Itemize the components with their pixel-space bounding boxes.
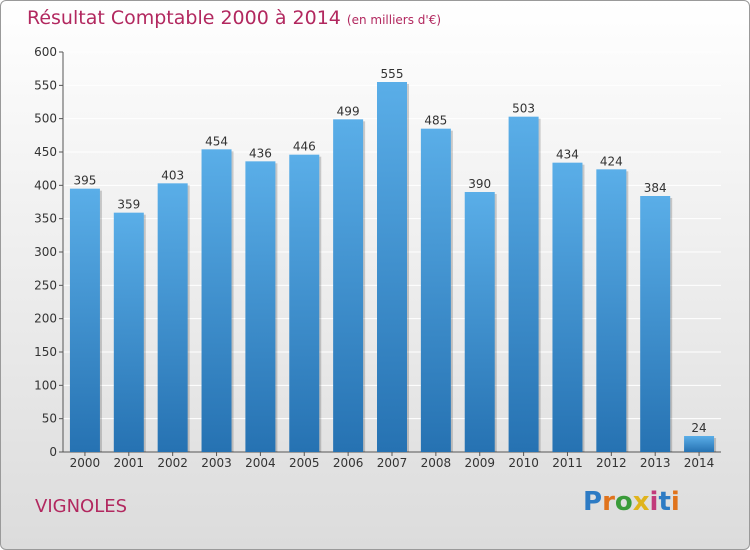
logo-letter: x	[632, 487, 650, 517]
chart-title: Résultat Comptable 2000 à 2014 (en millie…	[27, 7, 441, 29]
bar	[508, 116, 539, 453]
bar	[684, 436, 715, 452]
y-tick-label: 50	[42, 412, 57, 426]
bar	[596, 169, 627, 453]
x-tick-label: 2006	[333, 456, 364, 470]
x-tick-label: 2005	[289, 456, 320, 470]
bars	[69, 82, 717, 453]
x-tick-label: 2012	[596, 456, 627, 470]
value-label: 485	[424, 114, 447, 128]
proxiti-logo: Proxiti	[583, 487, 680, 517]
y-tick-label: 0	[49, 445, 57, 459]
y-tick-label: 250	[34, 278, 57, 292]
y-tick-label: 350	[34, 212, 57, 226]
y-tick-label: 500	[34, 112, 57, 126]
logo-letter: r	[602, 487, 615, 517]
y-tick-label: 550	[34, 78, 57, 92]
value-label: 454	[205, 134, 228, 148]
value-label: 403	[161, 168, 184, 182]
bar	[201, 149, 232, 453]
y-tick-label: 300	[34, 245, 57, 259]
bar	[113, 212, 144, 452]
logo-letter: o	[614, 487, 633, 517]
y-tick-label: 100	[34, 378, 57, 392]
bar	[157, 183, 188, 453]
value-label: 424	[600, 154, 623, 168]
chart-title-text: Résultat Comptable 2000 à 2014	[27, 7, 341, 29]
logo-letter: i	[670, 487, 680, 517]
logo-letter: t	[658, 487, 671, 517]
bar	[464, 192, 495, 452]
x-tick-label: 2011	[552, 456, 583, 470]
bar	[69, 188, 100, 452]
bar	[552, 162, 583, 452]
value-label: 384	[644, 181, 667, 195]
x-tick-label: 2002	[157, 456, 188, 470]
chart-subtitle: (en milliers d'€)	[346, 13, 442, 27]
x-tick-label: 2001	[114, 456, 145, 470]
y-tick-label: 600	[34, 45, 57, 59]
logo-letter: i	[649, 487, 659, 517]
x-tick-label: 2008	[421, 456, 452, 470]
x-tick-label: 2003	[201, 456, 232, 470]
x-tick-label: 2004	[245, 456, 276, 470]
bar	[245, 161, 276, 453]
y-tick-label: 400	[34, 178, 57, 192]
bar	[333, 119, 364, 452]
value-label: 390	[468, 177, 491, 191]
logo-letter: P	[583, 487, 603, 517]
value-label: 395	[73, 174, 96, 188]
x-tick-label: 2000	[70, 456, 101, 470]
value-label: 499	[337, 104, 360, 118]
bar	[420, 128, 451, 452]
value-labels: 395 359 403 454 436 446 499 555 485 390 503 434 424 3…	[73, 67, 706, 435]
y-tick-label: 450	[34, 145, 57, 159]
x-tick-label: 2014	[684, 456, 715, 470]
value-label: 436	[249, 146, 272, 160]
value-label: 434	[556, 148, 579, 162]
y-tick-label: 150	[34, 345, 57, 359]
bar	[289, 154, 320, 452]
value-label: 446	[293, 140, 316, 154]
value-label: 359	[117, 198, 140, 212]
x-tick-label: 2009	[464, 456, 495, 470]
value-label: 503	[512, 102, 535, 116]
bar	[377, 82, 407, 452]
bar	[640, 196, 671, 452]
value-label: 24	[691, 421, 706, 435]
y-tick-label: 200	[34, 312, 57, 326]
place-name: VIGNOLES	[35, 496, 128, 517]
x-tick-label: 2010	[508, 456, 539, 470]
x-tick-label: 2013	[640, 456, 671, 470]
x-tick-label: 2007	[377, 456, 408, 470]
value-label: 555	[381, 67, 404, 81]
